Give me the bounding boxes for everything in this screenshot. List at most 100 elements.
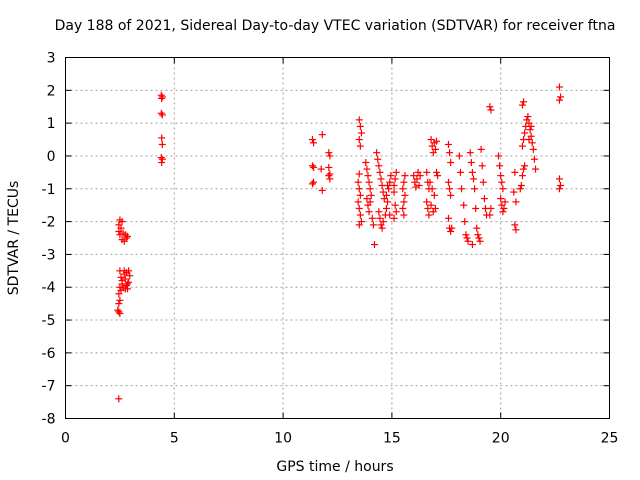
data-point <box>510 188 518 196</box>
data-point <box>158 111 166 119</box>
data-point <box>468 168 476 176</box>
data-point <box>308 162 316 170</box>
x-axis-label: GPS time / hours <box>276 459 393 475</box>
data-point <box>317 165 325 173</box>
chart-title: Day 188 of 2021, Sidereal Day-to-day VTE… <box>55 18 616 34</box>
data-point <box>363 195 371 203</box>
data-point <box>475 234 483 242</box>
data-point <box>470 175 477 183</box>
data-point <box>416 172 424 180</box>
data-point <box>367 191 375 199</box>
data-point <box>467 159 475 167</box>
data-point <box>487 106 495 114</box>
data-point <box>431 145 439 153</box>
data-point <box>532 165 540 173</box>
data-point <box>124 280 132 288</box>
data-point <box>121 275 129 283</box>
data-point <box>355 204 363 212</box>
data-point <box>158 134 166 142</box>
data-point <box>520 165 528 173</box>
data-point <box>375 208 383 216</box>
data-point <box>471 185 479 193</box>
y-tick-labels: -8 -7 -6 -5 -4 -3 -2 -1 0 1 2 3 <box>42 51 56 428</box>
data-point <box>391 201 399 209</box>
data-point <box>116 309 124 317</box>
data-point <box>486 103 494 111</box>
data-point <box>464 237 472 245</box>
data-point <box>473 224 481 232</box>
data-point <box>157 109 165 117</box>
data-point <box>366 185 374 193</box>
data-point <box>415 181 423 189</box>
data-point <box>447 191 455 199</box>
x-tick-label: 20 <box>492 431 510 447</box>
data-point <box>468 241 476 249</box>
data-point <box>447 159 455 167</box>
grid <box>65 57 610 419</box>
data-point <box>158 155 166 163</box>
data-point <box>378 224 386 232</box>
data-point <box>364 172 372 180</box>
data-point <box>427 136 435 144</box>
data-point <box>477 145 485 153</box>
data-point <box>466 149 474 157</box>
data-point <box>520 98 528 106</box>
data-point <box>499 185 507 193</box>
y-tick-label: 3 <box>47 51 56 67</box>
x-tick-label: 5 <box>170 431 179 447</box>
data-point <box>400 211 408 219</box>
data-point <box>448 224 456 232</box>
data-point <box>400 198 408 206</box>
data-point <box>401 191 409 199</box>
data-point <box>357 129 365 137</box>
data-point <box>431 204 439 212</box>
data-point <box>391 175 399 183</box>
y-tick-label: -5 <box>42 313 56 329</box>
data-point <box>495 152 503 160</box>
data-point <box>496 162 504 170</box>
data-point <box>428 185 436 193</box>
data-point <box>376 214 384 222</box>
data-point <box>326 175 334 183</box>
data-point <box>557 93 565 101</box>
data-point <box>158 140 166 148</box>
data-point <box>444 140 452 148</box>
data-point <box>425 211 433 219</box>
data-point <box>365 178 373 186</box>
data-point <box>462 231 470 239</box>
data-point <box>524 113 532 121</box>
data-point <box>122 234 130 242</box>
data-point <box>392 208 400 216</box>
data-point <box>427 201 435 209</box>
data-point <box>434 172 442 180</box>
data-point <box>444 214 452 222</box>
data-point <box>433 137 441 145</box>
data-point <box>430 191 438 199</box>
data-point <box>529 145 537 153</box>
data-point <box>518 101 526 109</box>
data-point <box>400 178 408 186</box>
data-point <box>463 234 471 242</box>
x-tick-label: 0 <box>61 431 70 447</box>
data-point <box>116 296 124 304</box>
y-tick-label: 0 <box>47 149 56 165</box>
data-point <box>379 218 387 226</box>
data-point <box>385 185 393 193</box>
data-point <box>354 198 362 206</box>
data-point <box>516 185 524 193</box>
data-point <box>392 168 400 176</box>
data-point <box>368 214 376 222</box>
data-point <box>373 149 381 157</box>
data-point <box>379 188 387 196</box>
data-point <box>557 181 565 189</box>
data-point <box>119 229 127 237</box>
data-point <box>461 218 469 226</box>
data-point <box>363 165 371 173</box>
data-point <box>423 198 431 206</box>
data-point <box>423 168 431 176</box>
data-point <box>374 155 382 163</box>
data-point <box>384 198 392 206</box>
data-point <box>308 180 316 188</box>
data-point <box>446 149 454 157</box>
data-point <box>362 159 370 167</box>
